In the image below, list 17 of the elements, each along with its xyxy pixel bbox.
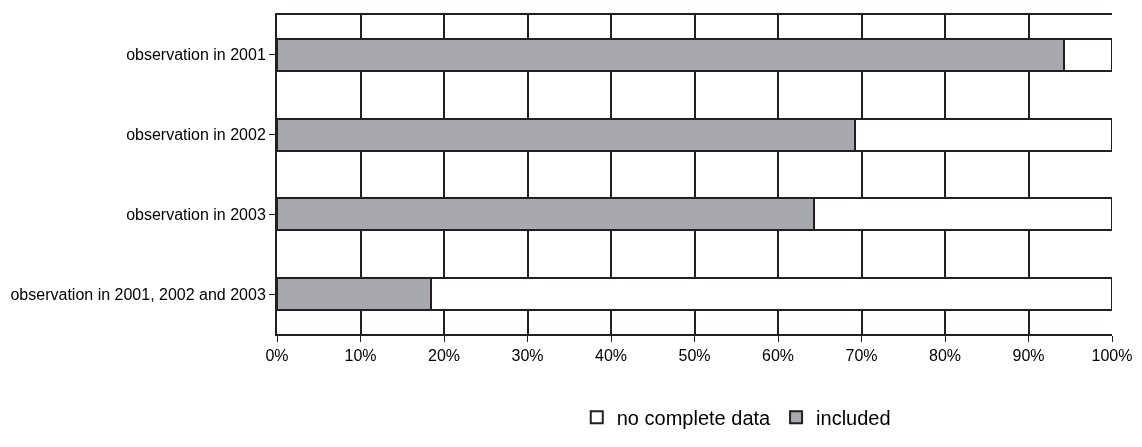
x-tick-label: 90%: [1012, 347, 1045, 365]
legend-label: included: [816, 407, 891, 430]
y-tick-label: observation in 2001, 2002 and 2003: [10, 285, 266, 303]
x-tick-label: 60%: [761, 347, 795, 365]
x-tick-label: 50%: [678, 347, 711, 365]
x-tick-label: 80%: [928, 347, 962, 365]
y-tick-label: observation in 2001: [126, 46, 266, 64]
y-tick-label: observation in 2003: [126, 205, 266, 223]
x-tick-label: 0%: [265, 347, 289, 365]
legend-label: no complete data: [616, 407, 772, 430]
y-tick-label: observation in 2002: [126, 126, 266, 144]
x-tick-label: 20%: [427, 347, 461, 365]
x-tick-label: 30%: [511, 347, 544, 365]
x-tick-label: 70%: [845, 347, 878, 365]
x-tick-label: 10%: [344, 347, 377, 365]
x-tick-label: 40%: [594, 347, 628, 365]
x-tick-label: 100%: [1091, 347, 1133, 365]
